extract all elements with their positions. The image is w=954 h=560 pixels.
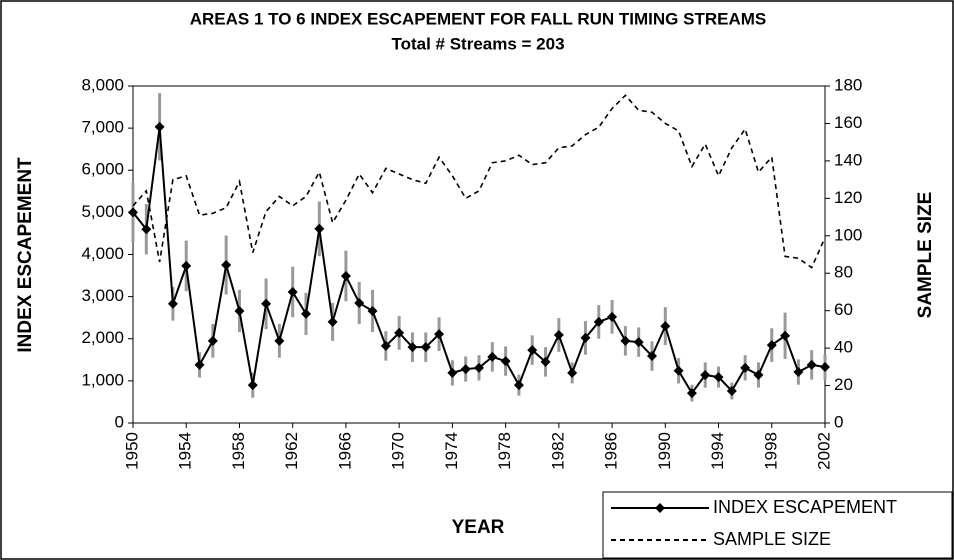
marker bbox=[713, 372, 724, 383]
marker bbox=[314, 223, 325, 234]
marker bbox=[274, 335, 285, 346]
marker bbox=[367, 305, 378, 316]
marker bbox=[354, 297, 365, 308]
marker bbox=[380, 340, 391, 351]
marker bbox=[394, 327, 405, 338]
x-axis-label: YEAR bbox=[452, 517, 505, 538]
marker bbox=[261, 298, 272, 309]
y-axis-label: INDEX ESCAPEMENT bbox=[15, 157, 36, 353]
y2-tick-label: 60 bbox=[834, 300, 853, 319]
marker bbox=[686, 388, 697, 399]
chart-subtitle: Total # Streams = 203 bbox=[391, 34, 564, 53]
y2-axis-label: SAMPLE SIZE bbox=[915, 192, 936, 319]
marker bbox=[194, 359, 205, 370]
marker bbox=[726, 385, 737, 396]
marker bbox=[633, 337, 644, 348]
x-tick-label: 1982 bbox=[548, 432, 567, 470]
marker bbox=[181, 260, 192, 271]
marker bbox=[647, 351, 657, 362]
legend-label: INDEX ESCAPEMENT bbox=[713, 497, 897, 517]
chart-title: AREAS 1 TO 6 INDEX ESCAPEMENT FOR FALL R… bbox=[190, 9, 766, 28]
marker bbox=[567, 367, 578, 378]
y-tick-label: 1,000 bbox=[81, 370, 124, 389]
x-tick-label: 1958 bbox=[229, 432, 248, 470]
marker bbox=[407, 342, 418, 353]
marker bbox=[620, 335, 631, 346]
marker bbox=[593, 316, 604, 327]
marker bbox=[753, 369, 764, 380]
marker bbox=[500, 356, 511, 367]
x-tick-label: 1970 bbox=[389, 432, 408, 470]
y-tick-label: 0 bbox=[115, 412, 124, 431]
marker bbox=[607, 311, 618, 322]
x-tick-label: 1950 bbox=[122, 432, 141, 470]
marker bbox=[540, 356, 551, 367]
marker bbox=[660, 321, 671, 332]
marker bbox=[460, 364, 471, 375]
marker bbox=[287, 286, 298, 297]
marker bbox=[207, 335, 218, 346]
y-tick-label: 2,000 bbox=[81, 328, 124, 347]
y2-tick-label: 40 bbox=[834, 338, 853, 357]
x-tick-label: 1994 bbox=[708, 432, 727, 470]
y2-tick-label: 20 bbox=[834, 375, 853, 394]
x-tick-label: 2002 bbox=[814, 432, 833, 470]
y2-tick-label: 0 bbox=[834, 412, 843, 431]
y2-tick-label: 160 bbox=[834, 113, 862, 132]
x-tick-label: 1990 bbox=[655, 432, 674, 470]
series-line bbox=[132, 94, 826, 269]
marker bbox=[806, 359, 817, 370]
x-tick-label: 1966 bbox=[335, 432, 354, 470]
marker bbox=[487, 351, 498, 362]
x-tick-label: 1998 bbox=[761, 432, 780, 470]
marker bbox=[340, 270, 351, 281]
marker bbox=[474, 362, 484, 373]
y2-tick-label: 180 bbox=[834, 75, 862, 94]
marker bbox=[793, 367, 804, 378]
y-tick-label: 5,000 bbox=[81, 202, 124, 221]
legend-box bbox=[602, 491, 953, 559]
y2-tick-label: 140 bbox=[834, 150, 862, 169]
marker bbox=[128, 207, 138, 218]
marker bbox=[740, 362, 751, 373]
marker bbox=[434, 329, 445, 340]
marker bbox=[301, 308, 311, 319]
marker bbox=[766, 340, 777, 351]
marker bbox=[447, 367, 458, 378]
legend-label: SAMPLE SIZE bbox=[713, 529, 831, 549]
x-tick-label: 1986 bbox=[602, 432, 621, 470]
marker bbox=[820, 361, 830, 372]
marker bbox=[167, 298, 178, 309]
x-tick-label: 1974 bbox=[442, 432, 461, 470]
marker bbox=[580, 332, 591, 343]
y2-tick-label: 80 bbox=[834, 263, 853, 282]
x-tick-label: 1954 bbox=[176, 432, 195, 470]
y2-tick-label: 120 bbox=[834, 188, 862, 207]
marker bbox=[327, 316, 338, 327]
marker bbox=[221, 260, 232, 271]
y2-tick-label: 100 bbox=[834, 225, 862, 244]
marker bbox=[527, 345, 538, 356]
marker bbox=[700, 369, 711, 380]
y-tick-label: 8,000 bbox=[81, 75, 124, 94]
y-tick-label: 7,000 bbox=[81, 118, 124, 137]
y-tick-label: 3,000 bbox=[81, 286, 124, 305]
marker bbox=[141, 224, 152, 235]
marker bbox=[780, 330, 791, 341]
y-tick-label: 4,000 bbox=[81, 244, 124, 263]
marker bbox=[154, 121, 165, 132]
marker bbox=[247, 380, 258, 391]
marker bbox=[673, 365, 684, 376]
x-tick-label: 1962 bbox=[282, 432, 301, 470]
y-tick-label: 6,000 bbox=[81, 160, 124, 179]
x-tick-label: 1978 bbox=[495, 432, 514, 470]
marker bbox=[553, 329, 564, 340]
marker bbox=[234, 305, 245, 316]
legend-marker bbox=[655, 503, 665, 513]
marker bbox=[420, 342, 431, 353]
marker bbox=[513, 380, 524, 391]
